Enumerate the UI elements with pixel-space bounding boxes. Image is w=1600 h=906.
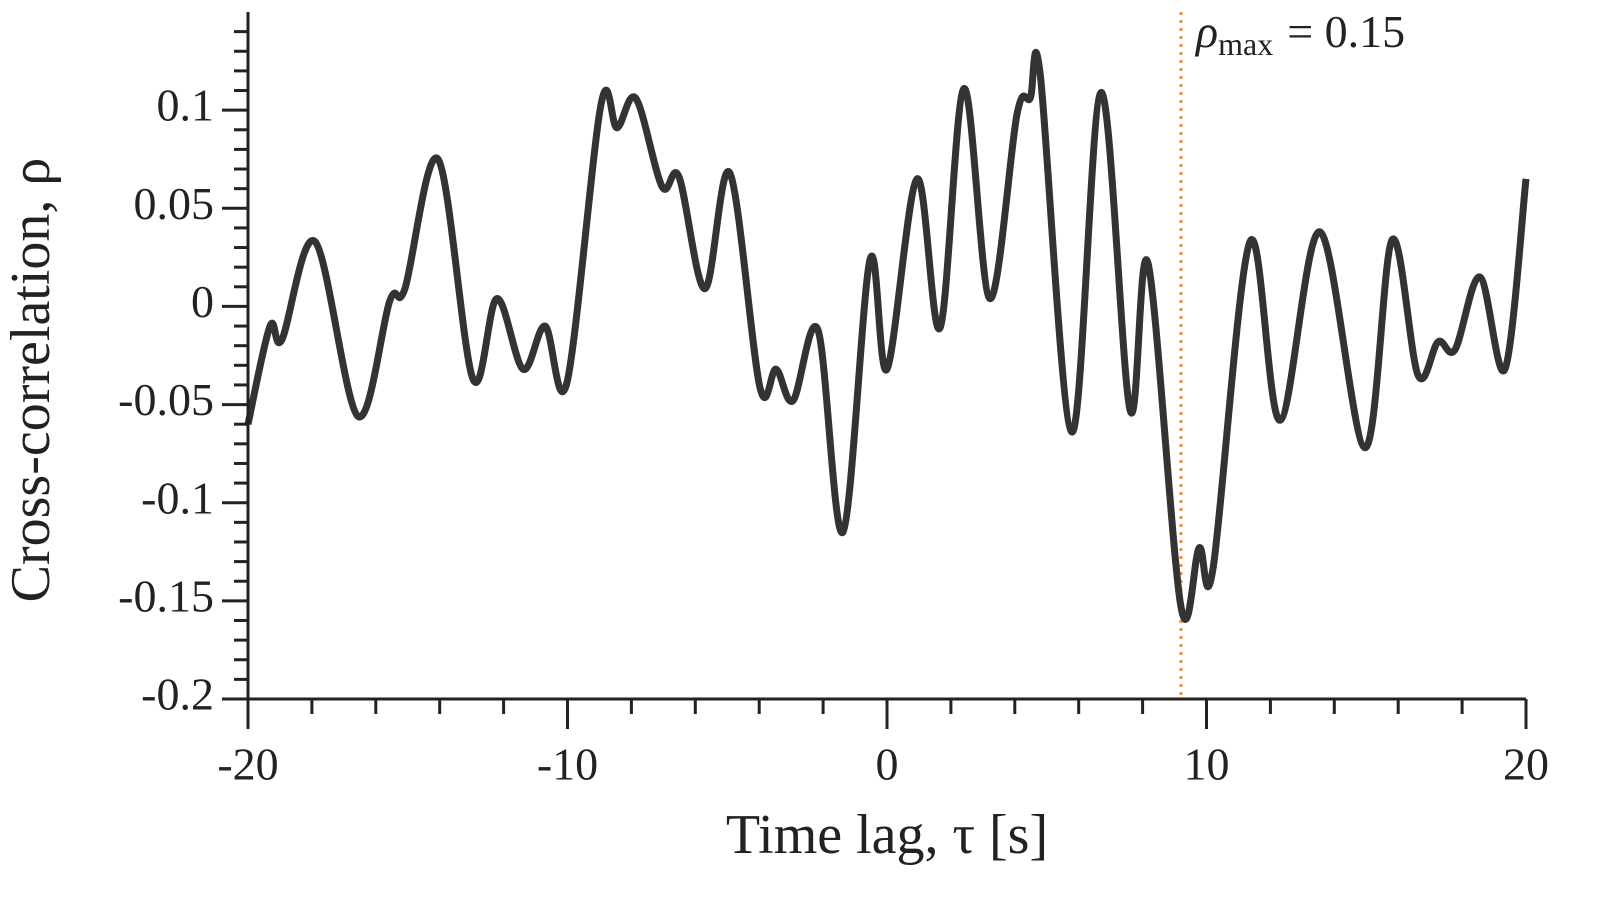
y-tick-label: 0.05 bbox=[134, 178, 215, 229]
x-tick-label: 20 bbox=[1503, 739, 1549, 790]
data-line bbox=[244, 48, 1530, 623]
annotation-text: = 0.15 bbox=[1287, 6, 1405, 57]
x-tick-label: 0 bbox=[876, 739, 899, 790]
y-tick-label: -0.15 bbox=[118, 570, 214, 621]
y-tick-label: -0.05 bbox=[118, 374, 214, 425]
x-tick-label: 10 bbox=[1184, 739, 1230, 790]
annotation-subscript: max bbox=[1218, 26, 1273, 62]
y-tick-label: -0.2 bbox=[141, 669, 214, 720]
x-axis-label: Time lag, τ [s] bbox=[726, 804, 1048, 866]
y-tick-label: 0 bbox=[191, 276, 214, 327]
annotation: ρmax = 0.15 bbox=[1194, 6, 1405, 63]
annotation-symbol: ρ bbox=[1194, 6, 1218, 57]
x-tick-label: -10 bbox=[537, 739, 598, 790]
y-tick-label: 0.1 bbox=[157, 80, 215, 131]
y-axis-label: Cross-correlation, ρ bbox=[0, 158, 62, 603]
x-tick-label: -20 bbox=[217, 739, 278, 790]
y-tick-label: -0.1 bbox=[141, 472, 214, 523]
